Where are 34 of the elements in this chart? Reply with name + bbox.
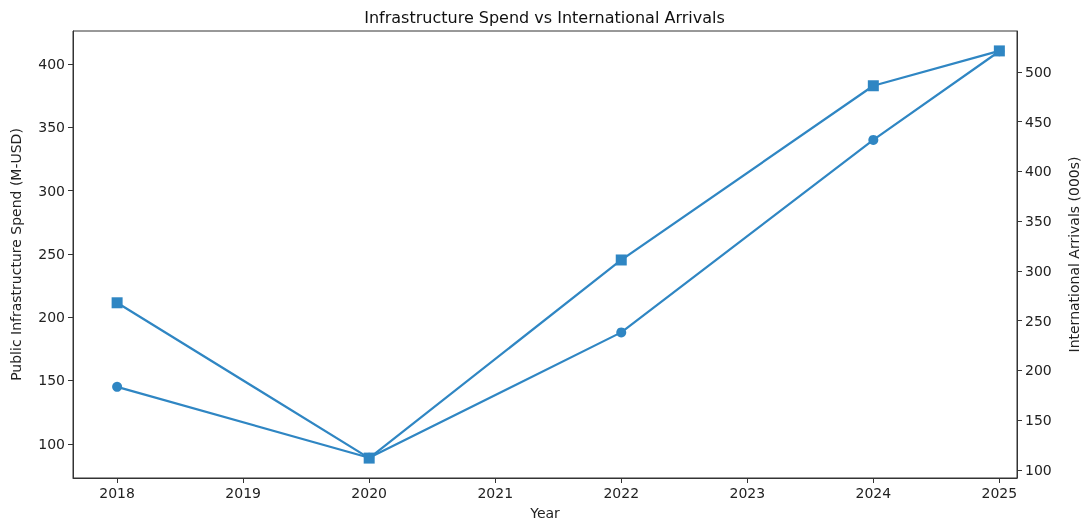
y2-tick-label: 350 xyxy=(1025,213,1052,230)
y-tick-label: 200 xyxy=(38,309,65,326)
x-axis-title: Year xyxy=(529,505,561,521)
y-tick-label: 150 xyxy=(38,372,65,389)
point xyxy=(868,134,879,145)
y-tick-label: 100 xyxy=(38,435,65,452)
y-tick-label: 400 xyxy=(38,55,65,72)
y2-tick-label: 300 xyxy=(1025,262,1052,279)
y2-tick-label: 500 xyxy=(1025,63,1052,80)
x-tick-label: 2024 xyxy=(855,485,892,501)
x-tick-label: 2023 xyxy=(729,485,766,501)
y2-tick-label: 150 xyxy=(1025,412,1052,429)
point xyxy=(112,381,123,392)
point xyxy=(867,80,879,92)
x-tick-label: 2019 xyxy=(225,485,261,501)
x-tick-label: 2022 xyxy=(603,485,640,501)
y-tick-label: 300 xyxy=(38,182,65,199)
y2-tick-label: 450 xyxy=(1025,113,1052,130)
chart-title: Infrastructure Spend vs International Arrivals xyxy=(364,7,725,27)
x-tick-label: 2020 xyxy=(351,485,387,501)
y-tick-label: 350 xyxy=(38,119,65,136)
y-axis-title: Public Infrastructure Spend (M-USD) xyxy=(8,128,24,381)
x-tick-label: 2025 xyxy=(981,485,1018,501)
y2-tick-label: 100 xyxy=(1025,462,1052,479)
point xyxy=(616,327,627,338)
x-tick-label: 2018 xyxy=(99,485,135,501)
y2-axis-title: International Arrivals (000s) xyxy=(1066,156,1082,353)
y-tick-label: 250 xyxy=(38,245,65,262)
y2-tick-label: 400 xyxy=(1025,163,1052,180)
point xyxy=(111,297,123,309)
y2-tick-label: 200 xyxy=(1025,362,1052,379)
y2-tick-label: 250 xyxy=(1025,312,1052,329)
x-tick-label: 2021 xyxy=(477,485,514,501)
point xyxy=(615,254,627,266)
